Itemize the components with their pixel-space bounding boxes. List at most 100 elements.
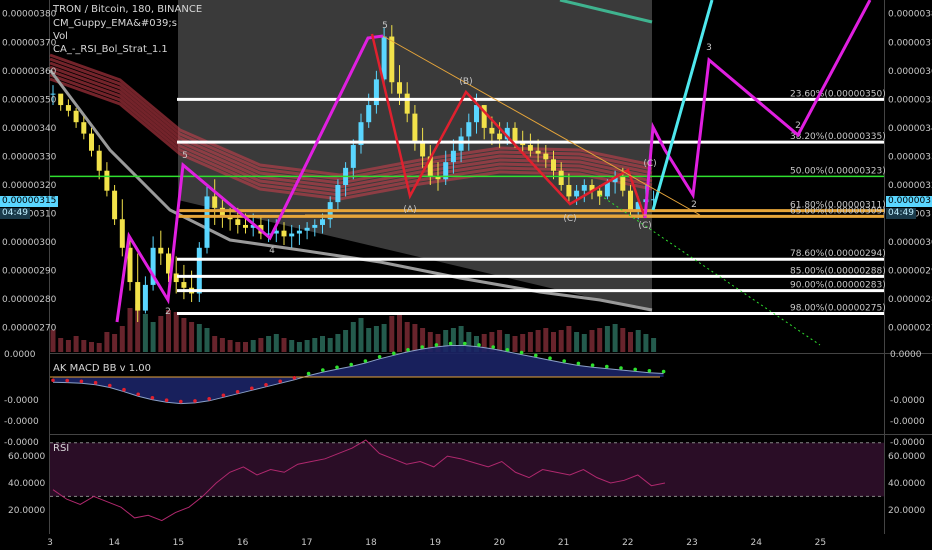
candle-body	[119, 219, 125, 248]
candle-body	[504, 127, 510, 140]
wave-label: (C)	[563, 214, 576, 224]
candle-body	[512, 127, 518, 143]
macd-dot	[207, 397, 211, 401]
candle-body	[50, 93, 56, 95]
volume-bar	[181, 318, 187, 352]
macd-dot	[193, 399, 197, 403]
price-tick-left: 0.00000320	[2, 181, 57, 191]
candle-body	[289, 233, 295, 237]
volume-bar	[489, 332, 495, 352]
macd-dot	[235, 390, 240, 394]
candle-body	[635, 202, 641, 211]
wave-lines: 5 2 4 5 (B) (A) (C) (C) (C) 2 3 2	[115, 0, 872, 346]
macd-dot	[264, 383, 268, 387]
candle-body	[104, 170, 110, 191]
macd-tick-right: 0.0000	[890, 350, 922, 360]
volume-bar	[389, 316, 395, 352]
candle-body	[589, 184, 595, 191]
volume-bar	[104, 332, 110, 352]
candle-body	[173, 273, 179, 283]
chart-title: TRON / Bitcoin, 180, BINANCE	[53, 4, 203, 15]
volume-bar	[81, 340, 87, 352]
rsi-band	[50, 442, 884, 497]
x-tick: 14	[108, 538, 120, 548]
volume-bar	[474, 336, 479, 352]
candle-body	[166, 253, 171, 274]
candle-body	[112, 190, 118, 220]
volume-bar	[520, 334, 526, 352]
wave-impulse	[115, 34, 384, 323]
macd-pane-label[interactable]: AK MACD BB v 1.00	[53, 363, 151, 374]
fib-label: 98.00%(0.00000275)	[790, 303, 886, 313]
price-tick-right: 0.00000360	[888, 67, 932, 77]
volume-bar	[343, 330, 349, 352]
x-tick: 24	[750, 538, 762, 548]
wave-label: 2	[165, 307, 171, 317]
candle-body	[181, 282, 187, 288]
volume-bar	[589, 330, 595, 352]
volume-bar	[574, 332, 580, 352]
volume-bar	[450, 328, 456, 352]
volume-bar	[481, 334, 487, 352]
volume-bar	[227, 340, 233, 352]
study-guppy[interactable]: CM_Guppy_EMA&#039;s	[53, 18, 177, 29]
candle-body	[551, 159, 556, 171]
wave-label: 2	[691, 200, 697, 210]
candle-body	[335, 184, 341, 203]
candle-body	[420, 142, 426, 157]
volume-bar	[628, 332, 633, 352]
macd-dot	[250, 386, 254, 391]
price-tick-left: 0.00000370	[2, 38, 57, 48]
volume-bar	[635, 330, 641, 352]
volume-bar	[412, 324, 418, 352]
volume-bar	[266, 336, 272, 352]
macd-dot	[562, 359, 566, 363]
volume-bar	[58, 338, 64, 352]
price-tick-right: 0.00000280	[888, 295, 932, 305]
rsi-pane-label[interactable]: RSI	[53, 443, 70, 454]
candle-body	[535, 150, 541, 154]
macd-dot	[392, 351, 396, 356]
study-rsi-bol[interactable]: CA_-_RSI_Bol_Strat_1.1	[53, 44, 168, 55]
fib-label: 78.60%(0.00000294)	[790, 249, 886, 259]
volume-bar	[73, 336, 79, 352]
candle-body	[574, 190, 580, 197]
macd-tick-right: -0.0000	[890, 396, 925, 406]
candle-body	[65, 105, 71, 111]
rsi-tick-left: 20.0000	[8, 506, 45, 516]
x-tick: 19	[429, 538, 441, 548]
candle-body	[604, 182, 610, 197]
rsi-tick-right: 60.0000	[888, 452, 925, 462]
macd-dot	[633, 367, 637, 372]
x-tick: 16	[237, 538, 249, 548]
candle-body	[204, 196, 210, 248]
volume-bar	[435, 334, 441, 352]
volume-bar	[212, 336, 218, 352]
volume-bar	[112, 334, 118, 352]
macd-dot	[377, 355, 382, 359]
volume-bar	[366, 328, 372, 352]
study-vol[interactable]: Vol	[53, 31, 68, 42]
volume-bar	[50, 330, 56, 352]
macd-dot	[93, 380, 98, 385]
macd-pane	[50, 341, 666, 405]
candle-body	[373, 79, 379, 106]
volume-bar	[620, 328, 626, 352]
volume-bar	[604, 326, 610, 352]
candle-body	[412, 113, 418, 143]
candle-body	[397, 82, 402, 94]
price-tick-left: 0.00000270	[2, 324, 57, 334]
macd-dot	[534, 353, 538, 358]
candle-body	[597, 190, 603, 197]
macd-dot	[349, 362, 354, 367]
price-tick-right: 0.00000330	[888, 152, 932, 162]
rsi-pane	[50, 439, 884, 522]
volume-bar	[466, 332, 472, 352]
rsi-tick-left: 60.0000	[8, 452, 45, 462]
candle-body	[73, 110, 79, 123]
volume-bar	[158, 316, 164, 352]
volume-bar	[504, 334, 510, 352]
candle-body	[389, 36, 395, 83]
volume-bar	[304, 340, 310, 352]
macd-dot	[505, 348, 510, 352]
